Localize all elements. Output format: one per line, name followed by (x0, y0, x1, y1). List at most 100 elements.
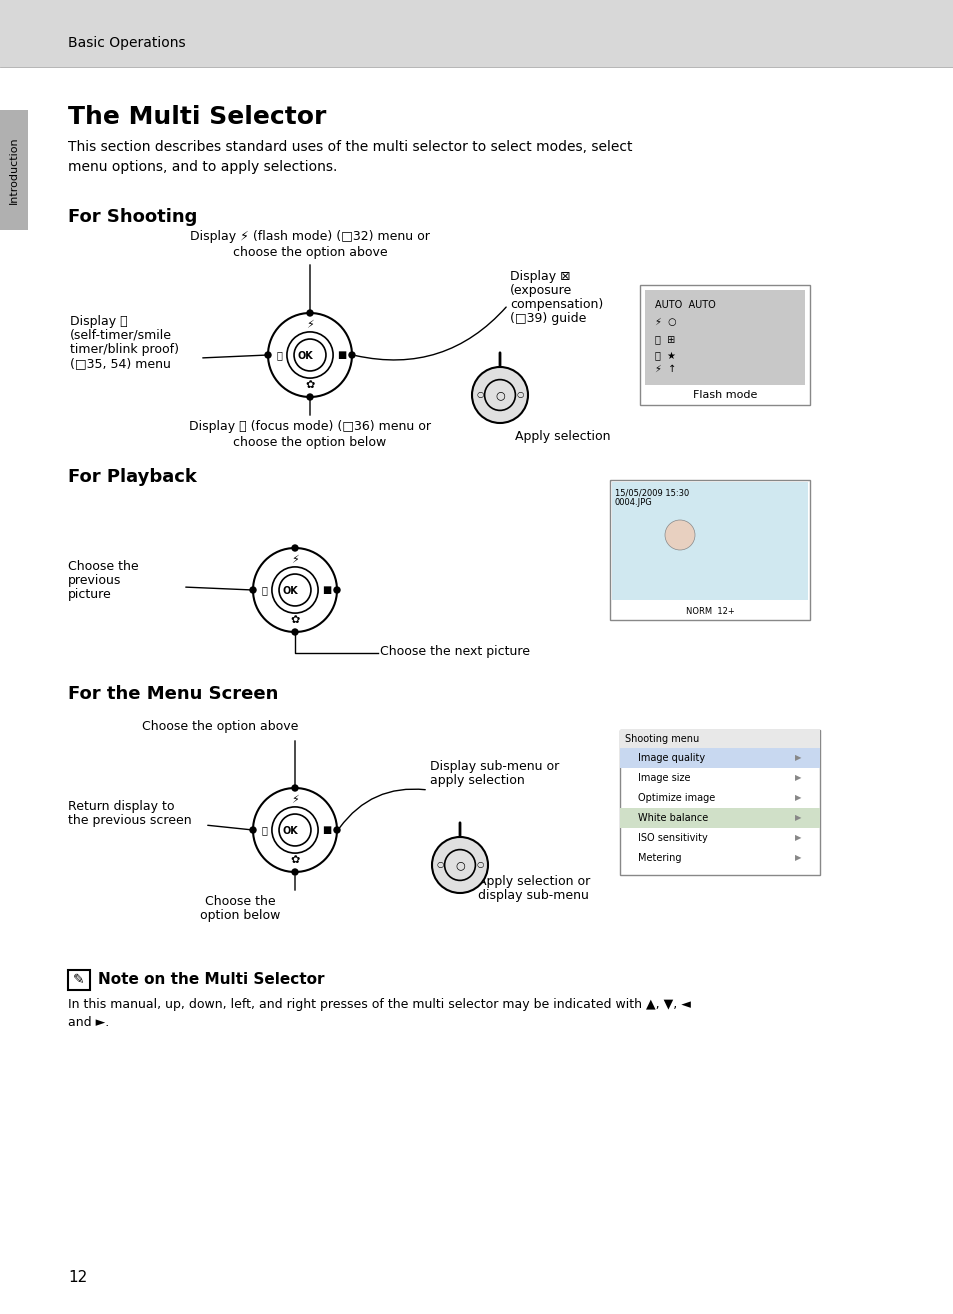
Text: Image quality: Image quality (638, 753, 704, 763)
Text: 12: 12 (68, 1271, 87, 1285)
Text: ○: ○ (455, 859, 464, 870)
Text: Optimize image: Optimize image (638, 794, 715, 803)
Circle shape (472, 367, 527, 423)
Text: The Multi Selector: The Multi Selector (68, 105, 326, 129)
Text: ⚡: ⚡ (291, 555, 298, 565)
Circle shape (250, 587, 255, 593)
Text: 15/05/2009 15:30: 15/05/2009 15:30 (615, 487, 688, 497)
Text: ⚡  ↑: ⚡ ↑ (655, 364, 676, 374)
Text: ▶: ▶ (794, 774, 801, 783)
Text: (self-timer/smile: (self-timer/smile (70, 328, 172, 342)
Text: Display sub-menu or: Display sub-menu or (430, 759, 558, 773)
Text: Display ⊠: Display ⊠ (510, 269, 570, 283)
Text: Display 🌸 (focus mode) (□36) menu or: Display 🌸 (focus mode) (□36) menu or (189, 420, 431, 434)
Text: Choose the option above: Choose the option above (142, 720, 298, 733)
Circle shape (292, 869, 297, 875)
Text: previous: previous (68, 574, 121, 587)
FancyBboxPatch shape (0, 0, 953, 68)
Text: For Shooting: For Shooting (68, 208, 197, 226)
FancyBboxPatch shape (612, 482, 807, 600)
Text: ■: ■ (322, 825, 332, 834)
Circle shape (272, 566, 317, 614)
Text: 🌙  ⊞: 🌙 ⊞ (655, 334, 675, 344)
Text: ▶: ▶ (794, 833, 801, 842)
Text: ▶: ▶ (794, 854, 801, 862)
Text: ○: ○ (495, 390, 504, 399)
Circle shape (334, 587, 339, 593)
Text: ⚡: ⚡ (306, 319, 314, 330)
Circle shape (265, 352, 271, 357)
Text: ○: ○ (476, 390, 483, 399)
Text: ⏱: ⏱ (261, 825, 268, 834)
Text: ✿: ✿ (290, 615, 299, 625)
Circle shape (307, 394, 313, 399)
Circle shape (444, 850, 475, 880)
Text: OK: OK (296, 351, 313, 361)
Text: Display ⚡ (flash mode) (□32) menu or: Display ⚡ (flash mode) (□32) menu or (190, 230, 430, 243)
Text: the previous screen: the previous screen (68, 813, 192, 827)
Text: display sub-menu: display sub-menu (477, 890, 588, 901)
FancyBboxPatch shape (0, 110, 28, 230)
Text: Metering: Metering (638, 853, 680, 863)
Text: timer/blink proof): timer/blink proof) (70, 343, 179, 356)
Text: OK: OK (282, 827, 297, 836)
FancyBboxPatch shape (619, 748, 820, 767)
Circle shape (432, 837, 488, 894)
Text: ISO sensitivity: ISO sensitivity (638, 833, 707, 844)
Text: ⏱: ⏱ (276, 350, 282, 360)
Text: ✿: ✿ (305, 380, 314, 390)
Text: (exposure: (exposure (510, 284, 572, 297)
Circle shape (484, 380, 515, 410)
FancyBboxPatch shape (619, 808, 820, 828)
Text: compensation): compensation) (510, 298, 602, 311)
Text: In this manual, up, down, left, and right presses of the multi selector may be i: In this manual, up, down, left, and righ… (68, 999, 690, 1029)
Circle shape (278, 815, 311, 846)
FancyBboxPatch shape (619, 731, 820, 875)
Text: ⚡: ⚡ (291, 795, 298, 804)
Text: ▶: ▶ (794, 794, 801, 803)
Circle shape (250, 827, 255, 833)
FancyBboxPatch shape (639, 285, 809, 405)
Text: ✎: ✎ (73, 972, 85, 987)
Text: choose the option above: choose the option above (233, 246, 387, 259)
Text: 📷  ★: 📷 ★ (655, 351, 675, 361)
Circle shape (292, 784, 297, 791)
Text: ■: ■ (322, 585, 332, 595)
Text: Choose the next picture: Choose the next picture (379, 645, 530, 658)
Text: White balance: White balance (638, 813, 707, 823)
FancyBboxPatch shape (68, 970, 90, 989)
Text: Choose the: Choose the (205, 895, 275, 908)
Text: ⏱: ⏱ (261, 585, 268, 595)
Text: Apply selection: Apply selection (515, 430, 610, 443)
Circle shape (294, 339, 326, 371)
Text: AUTO  AUTO: AUTO AUTO (655, 300, 715, 310)
Text: Note on the Multi Selector: Note on the Multi Selector (98, 972, 324, 988)
Text: For the Menu Screen: For the Menu Screen (68, 685, 278, 703)
Circle shape (307, 310, 313, 315)
Text: apply selection: apply selection (430, 774, 524, 787)
FancyBboxPatch shape (619, 731, 820, 748)
Circle shape (334, 827, 339, 833)
Text: ⚡  ○: ⚡ ○ (655, 317, 676, 327)
Text: Shooting menu: Shooting menu (624, 735, 699, 744)
Text: ■: ■ (337, 350, 347, 360)
Text: Image size: Image size (638, 773, 690, 783)
Circle shape (278, 574, 311, 606)
Text: (□35, 54) menu: (□35, 54) menu (70, 357, 171, 371)
Text: Return display to: Return display to (68, 800, 174, 813)
Circle shape (349, 352, 355, 357)
Circle shape (253, 548, 336, 632)
Text: Flash mode: Flash mode (692, 390, 757, 399)
Text: ○: ○ (476, 861, 483, 870)
Text: NORM  12+: NORM 12+ (685, 607, 734, 616)
Text: ○: ○ (516, 390, 523, 399)
Text: This section describes standard uses of the multi selector to select modes, sele: This section describes standard uses of … (68, 141, 632, 173)
Circle shape (272, 807, 317, 853)
FancyBboxPatch shape (609, 480, 809, 620)
Text: 0004.JPG: 0004.JPG (615, 498, 652, 507)
Text: ○: ○ (436, 861, 443, 870)
Text: ▶: ▶ (794, 813, 801, 823)
FancyBboxPatch shape (644, 290, 804, 385)
Text: option below: option below (199, 909, 280, 922)
Circle shape (287, 332, 333, 378)
